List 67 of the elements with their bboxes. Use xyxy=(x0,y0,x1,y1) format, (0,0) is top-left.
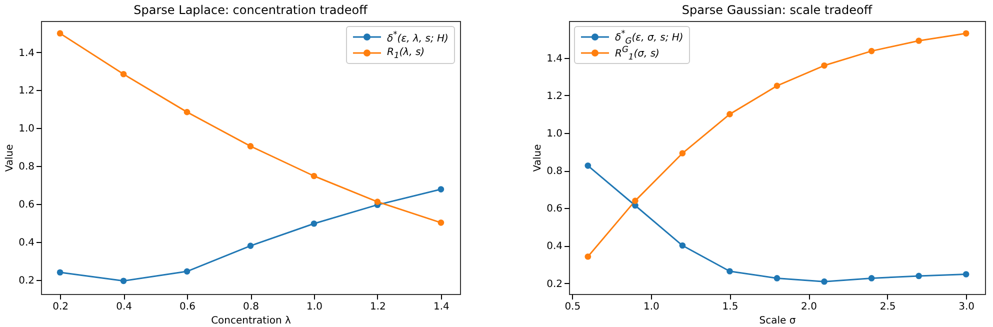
point xyxy=(438,186,444,192)
point xyxy=(774,275,780,282)
point xyxy=(916,38,922,44)
x-axis-title: Scale σ xyxy=(759,316,796,326)
x-tick-label: 0.4 xyxy=(116,302,132,312)
x-tick-label: 1.4 xyxy=(434,302,450,312)
point xyxy=(310,220,318,227)
chart-title: Sparse Laplace: concentration tradeoff xyxy=(134,3,368,17)
point xyxy=(56,30,64,36)
point xyxy=(247,143,254,150)
y-tick-label: 0.4 xyxy=(546,241,562,252)
legend-label: R$^{G}$$_{1}$(σ, s) xyxy=(615,44,660,62)
x-tick-label: 0.5 xyxy=(564,302,581,312)
y-tick-label: 1.0 xyxy=(546,128,562,140)
y-tick-label: 1.0 xyxy=(18,124,34,135)
point xyxy=(632,198,638,204)
point xyxy=(310,172,318,180)
point xyxy=(438,220,444,226)
x-tick-label: 0.2 xyxy=(52,302,68,312)
y-tick-label: 0.2 xyxy=(546,278,562,290)
y-tick-label: 0.6 xyxy=(546,204,562,215)
point xyxy=(821,62,828,69)
x-tick-label: 2.0 xyxy=(801,302,817,312)
chart-title: Sparse Gaussian: scale tradeoff xyxy=(682,3,873,17)
y-tick-label: 1.4 xyxy=(18,48,34,59)
x-tick-label: 3.0 xyxy=(958,302,975,312)
point xyxy=(679,150,686,156)
point xyxy=(184,268,190,275)
point xyxy=(584,253,592,260)
point xyxy=(726,268,733,274)
x-axis-title: Concentration λ xyxy=(211,316,291,326)
point xyxy=(962,271,970,278)
point xyxy=(56,269,64,276)
point xyxy=(868,48,875,54)
point xyxy=(774,82,780,89)
point xyxy=(120,70,127,78)
point xyxy=(584,162,592,169)
point xyxy=(184,108,190,116)
y-tick-label: 0.8 xyxy=(546,166,562,178)
point xyxy=(679,242,686,249)
x-tick-label: 1.0 xyxy=(306,302,322,312)
x-tick-label: 1.5 xyxy=(722,302,738,312)
point xyxy=(247,242,254,249)
point xyxy=(868,275,875,282)
y-tick-label: 0.8 xyxy=(18,162,34,173)
point xyxy=(120,278,127,284)
x-tick-label: 1.2 xyxy=(370,302,386,312)
point xyxy=(916,272,922,280)
y-tick-label: 0.4 xyxy=(18,238,34,249)
x-tick-label: 2.5 xyxy=(880,302,896,312)
y-axis-title: Value xyxy=(532,144,544,172)
x-tick-label: 0.8 xyxy=(243,302,259,312)
legend-label: δ$^{*}$$_{G}$(ε, σ, s; H) xyxy=(615,28,684,46)
point xyxy=(726,111,733,118)
legend-label: R$_{1}$(λ, s) xyxy=(387,46,425,60)
y-tick-label: 1.2 xyxy=(18,86,34,97)
y-tick-label: 1.4 xyxy=(546,53,562,64)
x-tick-label: 0.6 xyxy=(180,302,196,312)
y-axis-title: Value xyxy=(4,144,16,172)
legend-label: δ$^{*}$(ε, λ, s; H) xyxy=(387,29,448,45)
point xyxy=(374,198,381,205)
y-tick-label: 0.2 xyxy=(18,275,34,286)
y-tick-label: 0.6 xyxy=(18,200,34,211)
y-tick-label: 1.2 xyxy=(546,90,562,102)
x-tick-label: 1.0 xyxy=(643,302,660,312)
point xyxy=(962,30,970,37)
point xyxy=(821,278,828,285)
